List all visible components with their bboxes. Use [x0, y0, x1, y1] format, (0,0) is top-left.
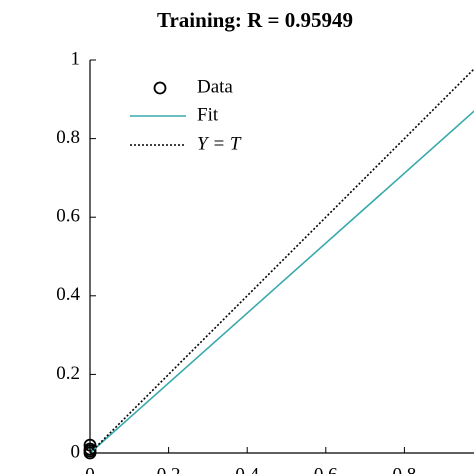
x-tick-label: 0 [85, 464, 95, 474]
y-tick-label: 0 [71, 441, 81, 462]
x-tick-label: 0.6 [314, 464, 338, 474]
legend-label: Data [197, 76, 233, 97]
legend-label: Y = T [197, 133, 242, 154]
x-tick-label: 0.4 [235, 464, 259, 474]
y-tick-label: 0.6 [56, 206, 80, 227]
legend-marker [153, 81, 167, 95]
y-tick-label: 0.8 [56, 127, 80, 148]
data-point [83, 438, 97, 452]
chart-title: Training: R = 0.95949 [157, 8, 353, 32]
x-tick-label: 0.2 [157, 464, 181, 474]
y-tick-label: 1 [71, 48, 81, 69]
series-line [89, 67, 474, 454]
series-line [89, 110, 474, 454]
legend-label: Fit [197, 104, 219, 125]
x-tick-label: 0.8 [393, 464, 417, 474]
y-tick-label: 0.4 [56, 284, 80, 305]
y-tick-label: 0.2 [56, 363, 80, 384]
